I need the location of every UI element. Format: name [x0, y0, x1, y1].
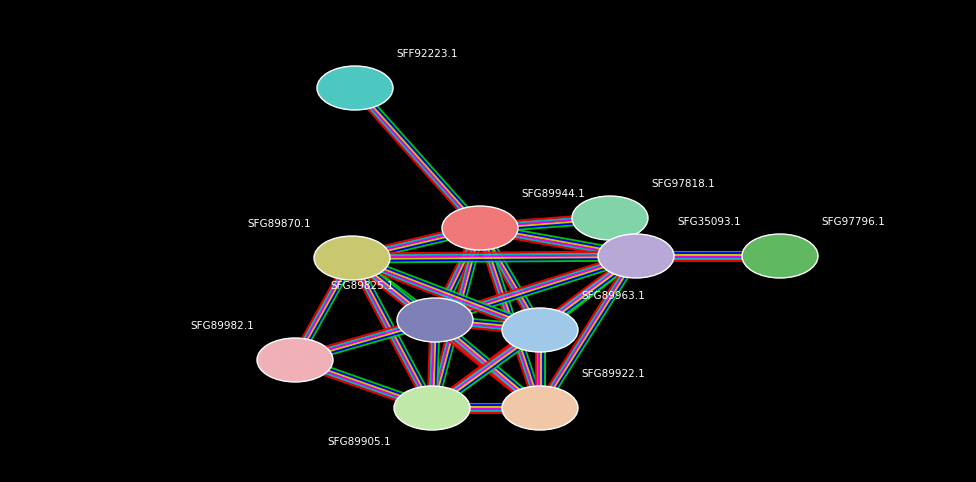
Ellipse shape: [742, 234, 818, 278]
Ellipse shape: [314, 236, 390, 280]
Ellipse shape: [572, 196, 648, 240]
Ellipse shape: [317, 66, 393, 110]
Ellipse shape: [257, 338, 333, 382]
Text: SFG89982.1: SFG89982.1: [190, 321, 254, 331]
Ellipse shape: [502, 386, 578, 430]
Ellipse shape: [598, 234, 674, 278]
Text: SFG89963.1: SFG89963.1: [581, 291, 645, 301]
Text: SFG89870.1: SFG89870.1: [247, 219, 311, 229]
Text: SFG89944.1: SFG89944.1: [521, 189, 585, 199]
Text: SFG97796.1: SFG97796.1: [821, 217, 885, 227]
Text: SFF92223.1: SFF92223.1: [396, 49, 458, 59]
Ellipse shape: [502, 308, 578, 352]
Text: SFG89825.1: SFG89825.1: [330, 281, 394, 291]
Ellipse shape: [394, 386, 470, 430]
Text: SFG89922.1: SFG89922.1: [581, 369, 645, 379]
Text: SFG35093.1: SFG35093.1: [677, 217, 741, 227]
Text: SFG89905.1: SFG89905.1: [327, 437, 391, 447]
Ellipse shape: [397, 298, 473, 342]
Ellipse shape: [442, 206, 518, 250]
Text: SFG97818.1: SFG97818.1: [651, 179, 714, 189]
